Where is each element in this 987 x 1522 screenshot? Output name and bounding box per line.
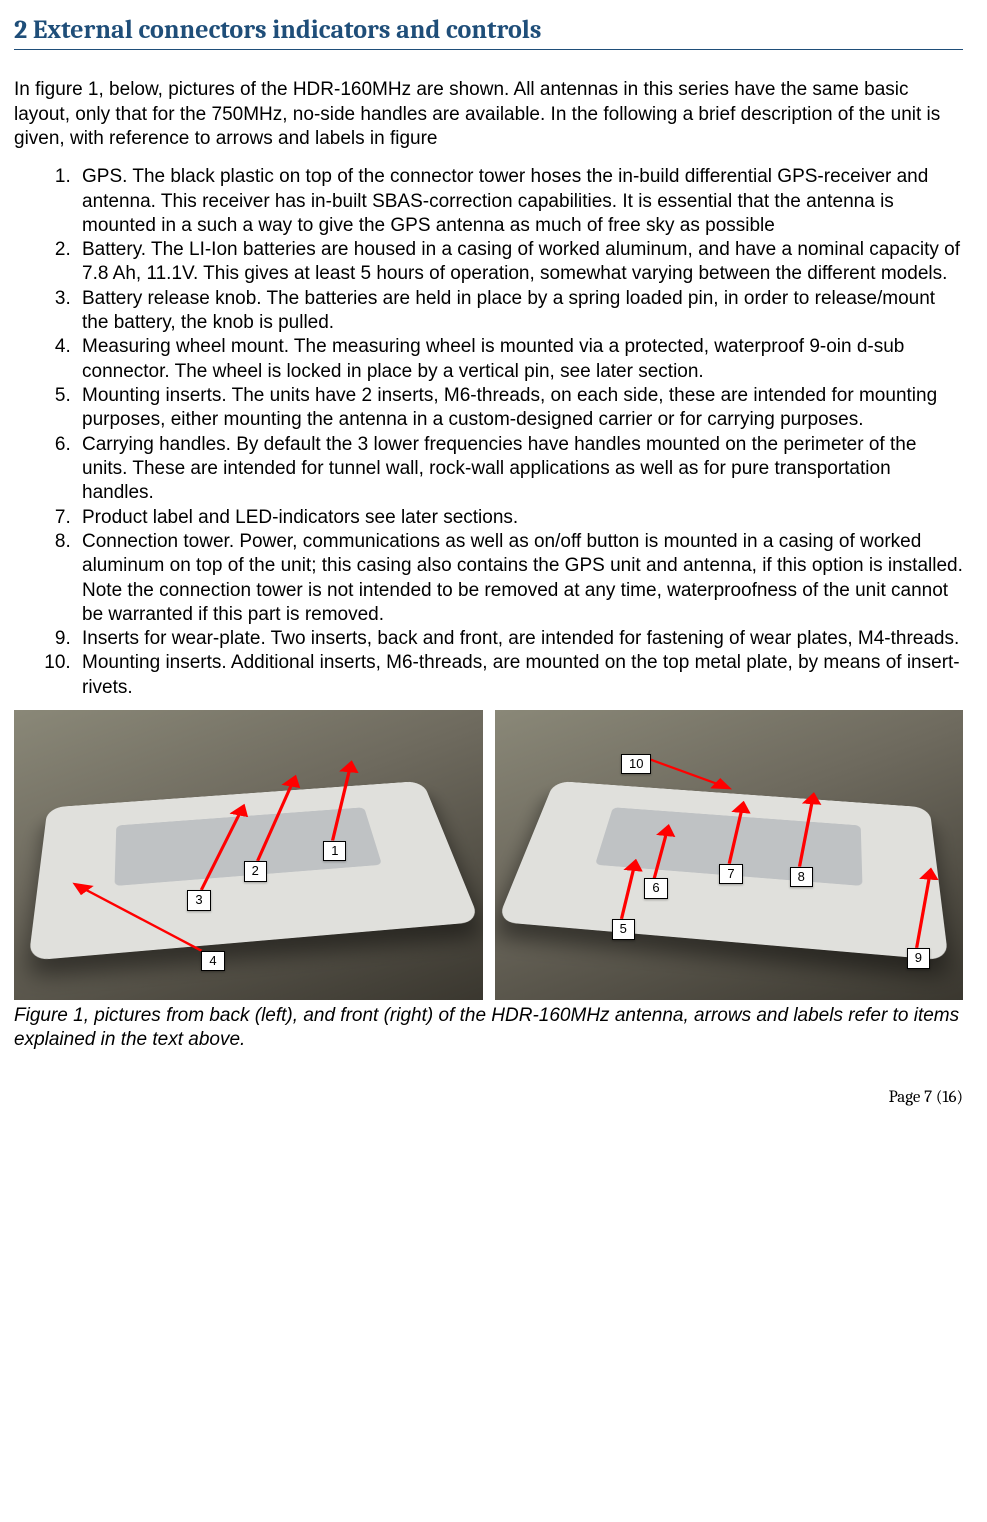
callout-label: 3 bbox=[187, 890, 210, 911]
list-item: Inserts for wear-plate. Two inserts, bac… bbox=[76, 627, 963, 651]
figure-caption: Figure 1, pictures from back (left), and… bbox=[14, 1004, 963, 1053]
figure-left: 1 2 3 4 bbox=[14, 710, 483, 1000]
list-item: Connection tower. Power, communications … bbox=[76, 530, 963, 627]
list-item: Measuring wheel mount. The measuring whe… bbox=[76, 335, 963, 384]
figure-row: 1 2 3 4 10 7 8 65 9 bbox=[14, 710, 963, 1000]
callout-label: 10 bbox=[621, 754, 651, 775]
callout-label: 2 bbox=[244, 861, 267, 882]
list-item: GPS. The black plastic on top of the con… bbox=[76, 165, 963, 238]
list-item: Carrying handles. By default the 3 lower… bbox=[76, 433, 963, 506]
callout-label: 6 bbox=[644, 878, 667, 899]
callout-label: 8 bbox=[790, 867, 813, 888]
arrows-right bbox=[495, 710, 964, 1000]
callout-label: 7 bbox=[719, 864, 742, 885]
list-item: Mounting inserts. The units have 2 inser… bbox=[76, 384, 963, 433]
arrows-left bbox=[14, 710, 483, 1000]
callout-label: 9 bbox=[907, 948, 930, 969]
callout-label: 4 bbox=[201, 951, 224, 972]
intro-paragraph: In figure 1, below, pictures of the HDR-… bbox=[14, 78, 963, 151]
page-footer: Page 7 (16) bbox=[14, 1087, 963, 1109]
list-item: Battery release knob. The batteries are … bbox=[76, 287, 963, 336]
figure-right: 10 7 8 65 9 bbox=[495, 710, 964, 1000]
list-item: Product label and LED-indicators see lat… bbox=[76, 506, 963, 530]
list-item: Mounting inserts. Additional inserts, M6… bbox=[76, 651, 963, 700]
callout-label: 1 bbox=[323, 841, 346, 862]
callout-label: 5 bbox=[612, 919, 635, 940]
list-item: Battery. The LI-Ion batteries are housed… bbox=[76, 238, 963, 287]
numbered-list: GPS. The black plastic on top of the con… bbox=[14, 165, 963, 700]
section-heading: 2 External connectors indicators and con… bbox=[14, 14, 963, 50]
